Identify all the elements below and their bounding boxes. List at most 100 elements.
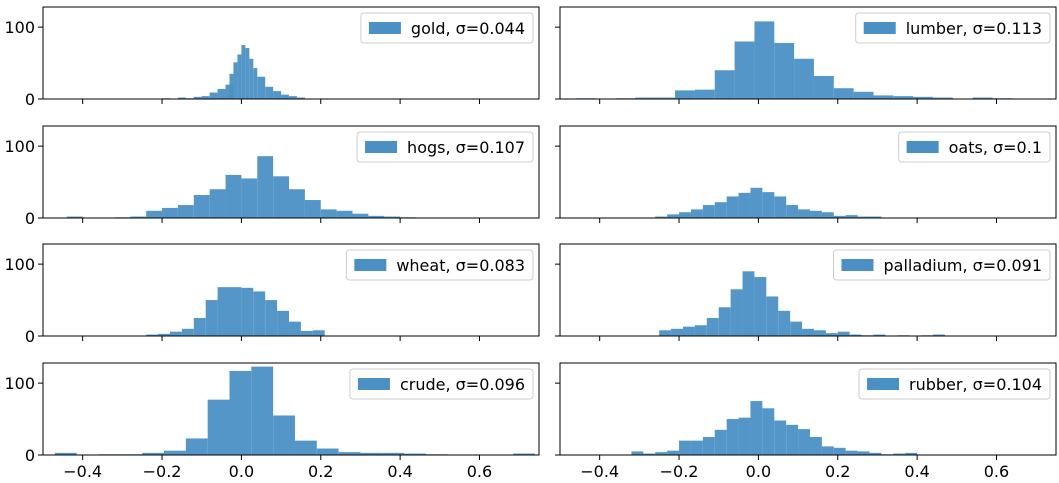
histogram-bar — [857, 451, 870, 455]
histogram-bar — [742, 271, 755, 336]
axes-frame — [559, 243, 1057, 337]
histogram-bar — [786, 205, 799, 218]
histogram-bar — [360, 452, 383, 455]
y-tick-label: 100 — [4, 255, 35, 274]
histogram-bar — [193, 318, 206, 336]
histogram-bar — [289, 96, 297, 100]
histogram-bar — [778, 310, 791, 336]
histogram-bar — [774, 196, 787, 218]
histogram-bar — [277, 310, 290, 336]
histogram-bar — [774, 42, 795, 99]
histogram-bar — [265, 300, 278, 336]
histogram-bar — [893, 453, 906, 455]
histogram-bar — [146, 334, 159, 336]
histogram-bar — [932, 97, 953, 99]
histogram-bar — [833, 215, 846, 218]
histogram-bar — [845, 215, 858, 219]
histogram-bar — [845, 450, 858, 455]
histogram-bar — [253, 68, 258, 99]
histogram-bar — [169, 331, 182, 336]
histogram-bar — [265, 86, 274, 99]
y-tick-label: 100 — [4, 137, 35, 156]
histogram-bar — [726, 419, 739, 455]
histogram-bar — [825, 333, 838, 337]
histogram-bar — [177, 97, 186, 99]
x-tick-label: 0.0 — [746, 462, 771, 481]
histogram-bar — [635, 97, 656, 99]
histogram-bar — [294, 440, 317, 456]
histogram-bar — [738, 192, 751, 218]
histogram-bar — [738, 417, 751, 456]
legend: gold, σ=0.044 — [360, 12, 534, 44]
histogram-bar — [142, 452, 165, 455]
histogram-bar — [241, 45, 246, 99]
legend-box — [349, 368, 534, 400]
histogram-bar — [241, 287, 254, 336]
legend: wheat, σ=0.083 — [345, 249, 534, 281]
histogram-panel: 0 100 wheat, σ=0.083 — [4, 243, 540, 346]
legend-swatch — [365, 141, 398, 153]
histogram-bar — [177, 205, 194, 218]
histogram-bar — [193, 96, 202, 99]
x-tick-label: 0.4 — [904, 462, 929, 481]
histogram-bar — [352, 213, 369, 218]
histogram-bar — [706, 318, 719, 336]
histogram-bar — [833, 88, 854, 99]
histogram-bar — [798, 429, 810, 456]
axes-frame — [42, 362, 540, 456]
histogram-bar — [714, 70, 735, 99]
legend-label: gold, σ=0.044 — [411, 19, 525, 38]
legend-box — [898, 131, 1051, 163]
histogram-bar — [857, 216, 870, 218]
histogram-bar — [694, 89, 715, 99]
x-tick-label: −0.2 — [143, 462, 182, 481]
histogram-bar — [338, 452, 361, 456]
histogram-panel: −0.4 −0.2 0.0 0.2 0.4 0.6 rubber, σ=0.104 — [555, 362, 1057, 481]
histogram-bar — [809, 437, 822, 455]
histogram-panel: lumber, σ=0.113 — [555, 6, 1057, 104]
legend-swatch — [863, 22, 896, 34]
legend-label: oats, σ=0.1 — [949, 138, 1042, 157]
histogram-bar — [304, 200, 321, 218]
histogram-bar — [384, 216, 401, 218]
legend: rubber, σ=0.104 — [858, 368, 1051, 400]
legend-swatch — [368, 22, 401, 34]
histogram-panel: −0.4 −0.2 0.0 0.2 0.4 0.6 0 100 crude, σ=0.096 — [4, 362, 540, 481]
histogram-bar — [837, 331, 850, 336]
y-tick-label: 100 — [4, 374, 35, 393]
histogram-bar — [209, 189, 226, 218]
histogram-bar — [245, 47, 250, 99]
histogram-bar — [798, 209, 810, 219]
histogram-bar — [702, 437, 715, 455]
histogram-bar — [54, 452, 77, 455]
legend: hogs, σ=0.107 — [356, 131, 534, 163]
histogram-bar — [513, 453, 536, 455]
x-tick-label: 0.6 — [984, 462, 1009, 481]
histogram-bar — [225, 174, 242, 219]
histogram-bar — [181, 328, 194, 336]
histogram-bar — [631, 451, 644, 455]
histogram-bar — [209, 92, 218, 99]
x-tick-label: 0.4 — [387, 462, 412, 481]
histogram-bar — [667, 450, 680, 455]
histogram-bar — [790, 321, 803, 337]
histogram-bar — [833, 447, 846, 455]
histogram-bar — [774, 420, 787, 455]
histogram-bar — [873, 95, 894, 99]
histogram-bar — [289, 321, 301, 337]
histogram-panel: 0 100 gold, σ=0.044 — [4, 6, 540, 109]
histogram-bar — [913, 96, 933, 99]
histogram-bar — [734, 41, 755, 99]
histogram-bar — [193, 195, 210, 218]
histogram-bar — [229, 287, 242, 337]
histogram-bar — [853, 91, 874, 99]
legend-box — [360, 12, 534, 44]
histogram-bar — [905, 452, 918, 455]
axes-frame — [42, 125, 540, 219]
histogram-bar — [66, 216, 83, 218]
histogram-bar — [316, 448, 339, 455]
histogram-bar — [869, 216, 882, 218]
histogram-bar — [655, 216, 668, 218]
histogram-bar — [229, 73, 234, 99]
